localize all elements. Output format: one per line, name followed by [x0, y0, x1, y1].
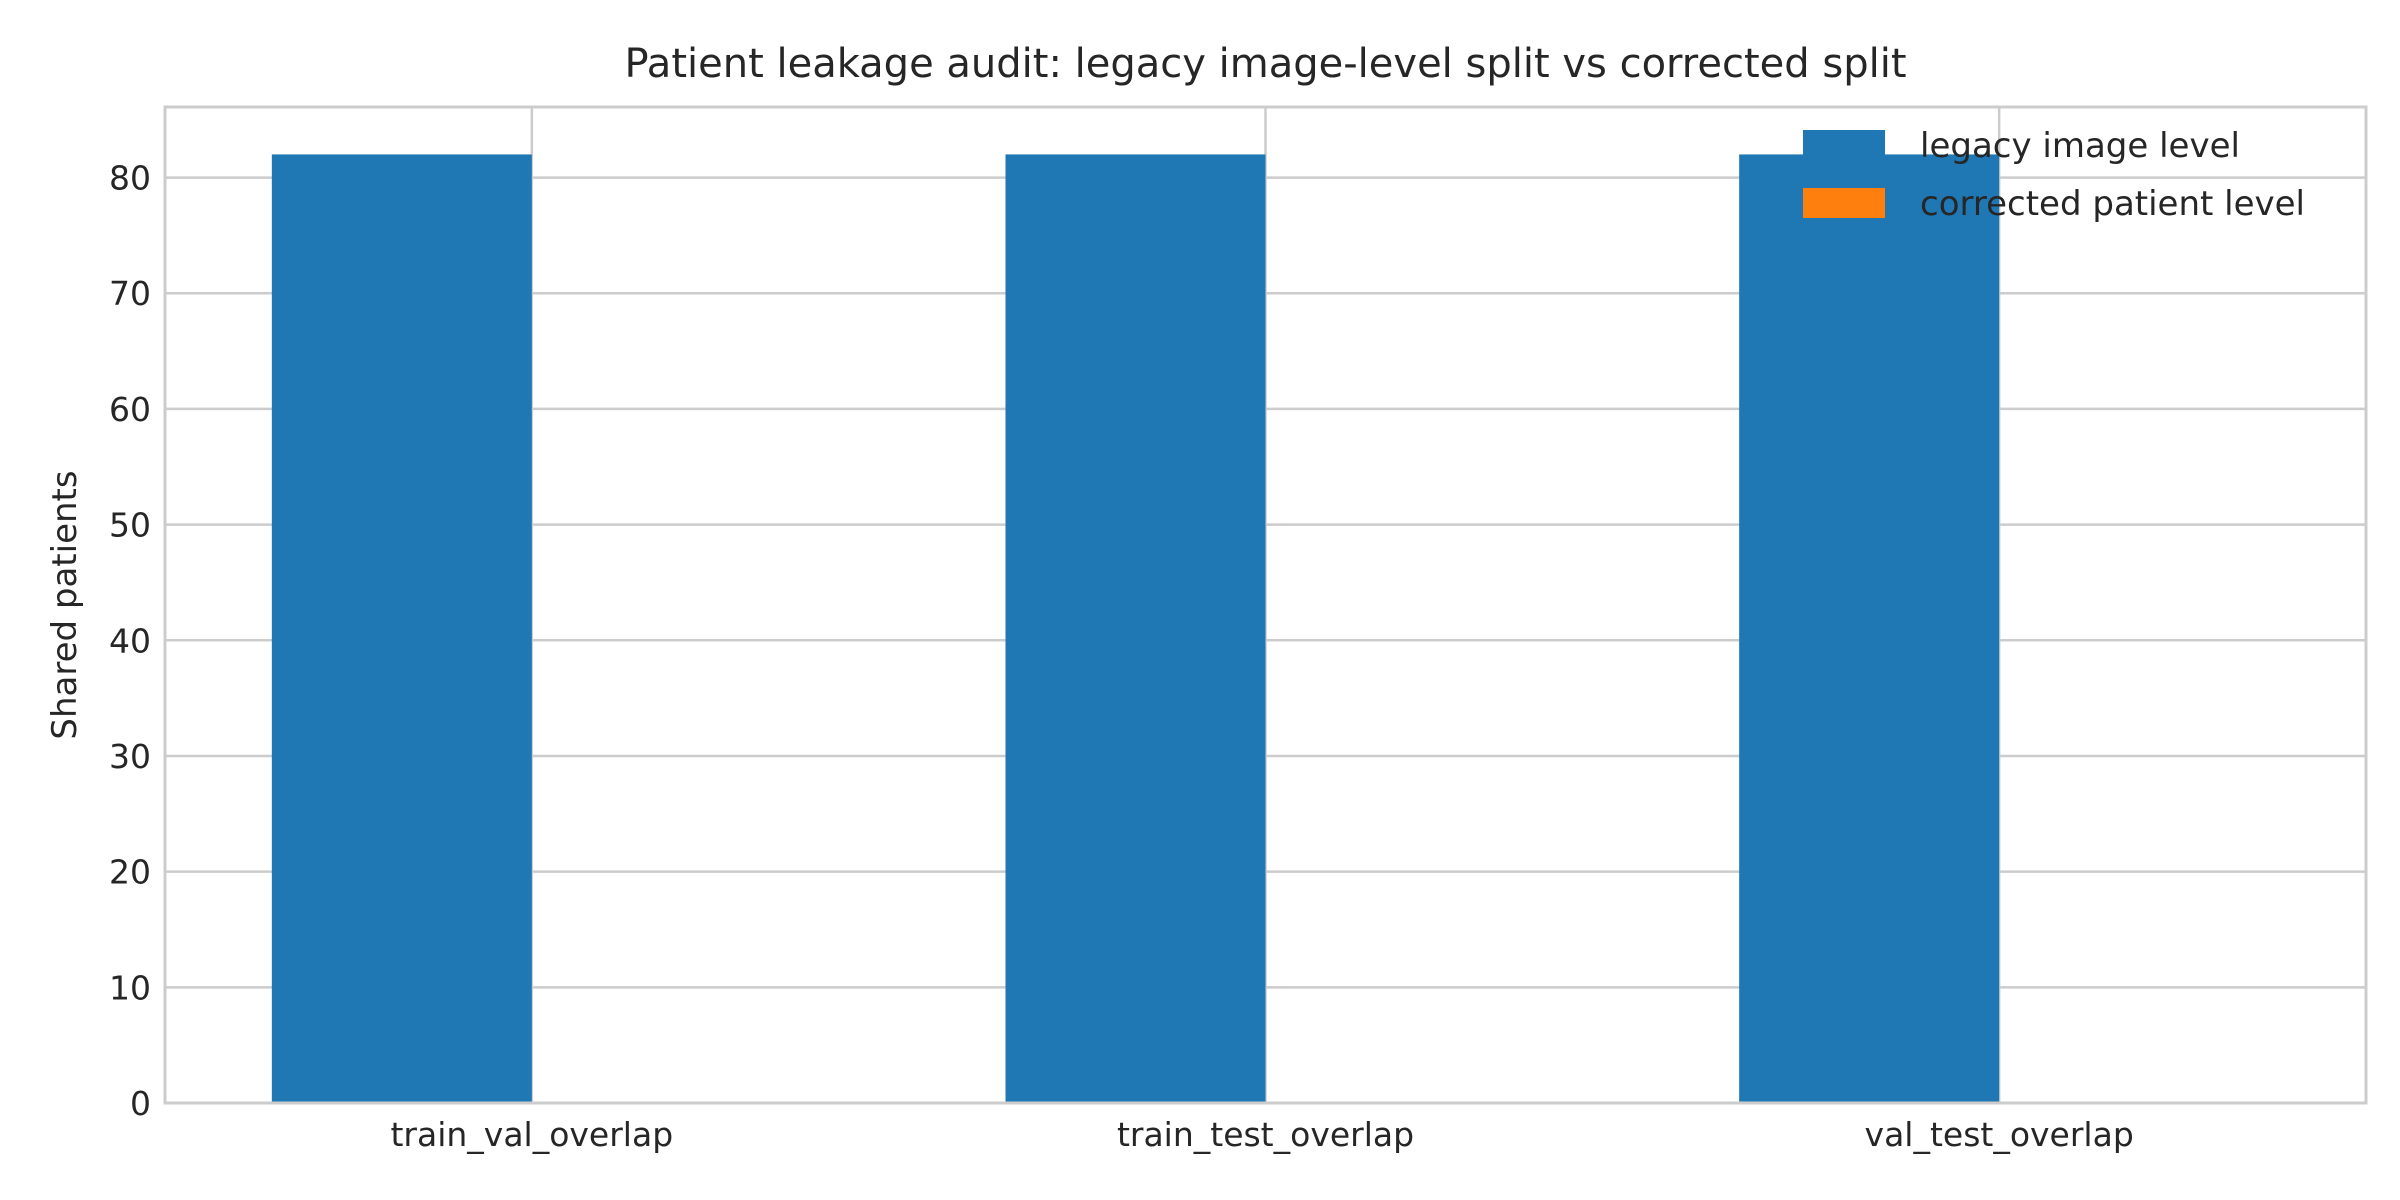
y-tick-label: 80: [109, 159, 151, 198]
plot-frame: [163, 105, 2368, 1105]
bar: [1739, 154, 2000, 1103]
y-tick-label: 70: [109, 274, 151, 313]
bar: [1005, 154, 1266, 1103]
x-tick-label: val_test_overlap: [1865, 1115, 2134, 1154]
y-tick-label: 30: [109, 737, 151, 776]
bars: [271, 154, 2000, 1103]
legend-label: corrected patient level: [1920, 184, 2305, 224]
y-axis-label: Shared patients: [45, 470, 85, 739]
y-tick-label: 20: [109, 853, 151, 892]
legend-label: legacy image level: [1920, 126, 2240, 166]
x-tick-label: train_test_overlap: [1117, 1115, 1414, 1154]
y-axis-ticks: 0 10 20 30 40 50 60 70 80: [109, 159, 151, 1123]
bar: [271, 154, 532, 1103]
y-tick-label: 60: [109, 390, 151, 429]
y-tick-label: 50: [109, 506, 151, 545]
legend: legacy image level corrected patient leve…: [1803, 126, 2305, 224]
chart-title: Patient leakage audit: legacy image-leve…: [624, 41, 1906, 87]
legend-swatch: [1803, 130, 1885, 160]
y-tick-label: 10: [109, 968, 151, 1007]
y-tick-label: 40: [109, 621, 151, 660]
legend-swatch: [1803, 188, 1885, 218]
x-tick-label: train_val_overlap: [390, 1115, 673, 1154]
x-axis-ticks: train_val_overlap train_test_overlap val_t…: [390, 1115, 2133, 1154]
y-tick-label: 0: [130, 1084, 151, 1123]
